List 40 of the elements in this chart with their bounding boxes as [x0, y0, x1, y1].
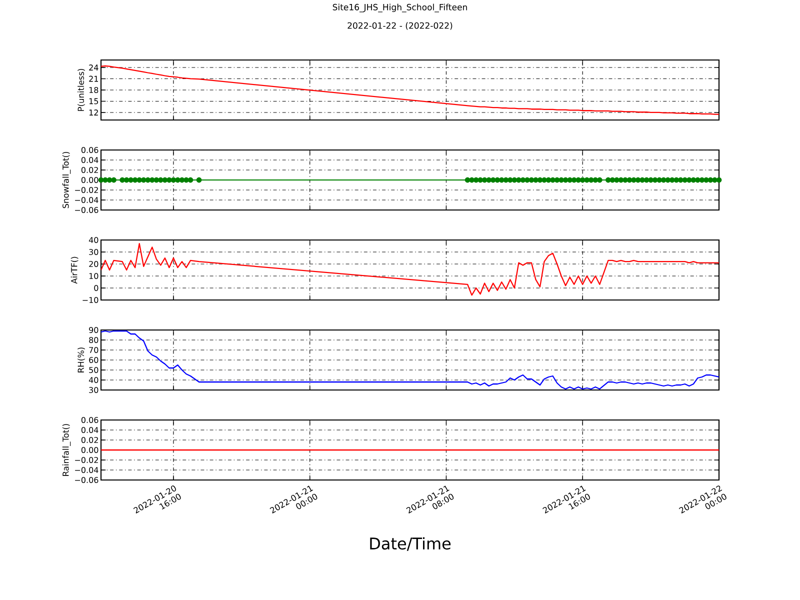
- y-tick-label: 0.06: [81, 416, 98, 424]
- y-tick-label: 20: [89, 260, 98, 268]
- y-tick-label: −0.02: [75, 456, 98, 464]
- y-tick-label: 0.02: [81, 436, 98, 444]
- y-tick-label: −10: [82, 296, 98, 304]
- y-axis-title: RH(%): [78, 348, 85, 372]
- y-tick-label: 0.06: [81, 146, 98, 154]
- y-tick-label: 90: [89, 326, 98, 334]
- y-axis-title: AirTF(): [70, 256, 78, 284]
- y-tick-label: 0: [94, 284, 98, 292]
- y-tick-label: −0.04: [75, 196, 98, 204]
- y-tick-label: 40: [88, 376, 98, 384]
- y-tick-label: −0.06: [75, 476, 98, 484]
- y-tick-label: 0.00: [81, 446, 98, 454]
- y-tick-label: 0.04: [81, 156, 98, 164]
- y-tick-label: 24: [89, 64, 98, 70]
- y-tick-label: 30: [89, 248, 98, 256]
- y-tick-label: 18: [89, 86, 98, 94]
- y-axis-title: Snowfall_Tot(): [62, 152, 71, 208]
- y-tick-label: 80: [89, 336, 98, 344]
- y-tick-label: 15: [89, 98, 98, 104]
- y-tick-label: 40: [88, 236, 98, 244]
- y-tick-label: −0.02: [75, 186, 98, 194]
- y-tick-label: 21: [89, 76, 98, 82]
- y-tick-label: −0.06: [75, 206, 98, 214]
- y-axis-title: Rainfall_Tot(): [62, 424, 71, 476]
- y-tick-label: −0.04: [75, 466, 98, 474]
- chart-subtitle: 2022-01-22 - (2022-022): [348, 22, 452, 30]
- y-tick-label: 30: [89, 386, 98, 394]
- y-tick-label: 0.00: [81, 176, 98, 184]
- x-axis-title: Date/Time: [370, 537, 451, 551]
- y-tick-label: 70: [89, 346, 98, 354]
- y-tick-label: 50: [89, 366, 98, 374]
- y-tick-label: 10: [89, 272, 98, 280]
- y-tick-label: 0.02: [81, 166, 98, 174]
- y-tick-label: 12: [89, 110, 98, 116]
- y-tick-label: 60: [89, 356, 98, 364]
- chart-title: Site16_JHS_High_School_Fifteen: [332, 4, 467, 12]
- y-tick-label: 0.04: [81, 426, 98, 434]
- y-axis-title: P(unitless): [78, 68, 85, 111]
